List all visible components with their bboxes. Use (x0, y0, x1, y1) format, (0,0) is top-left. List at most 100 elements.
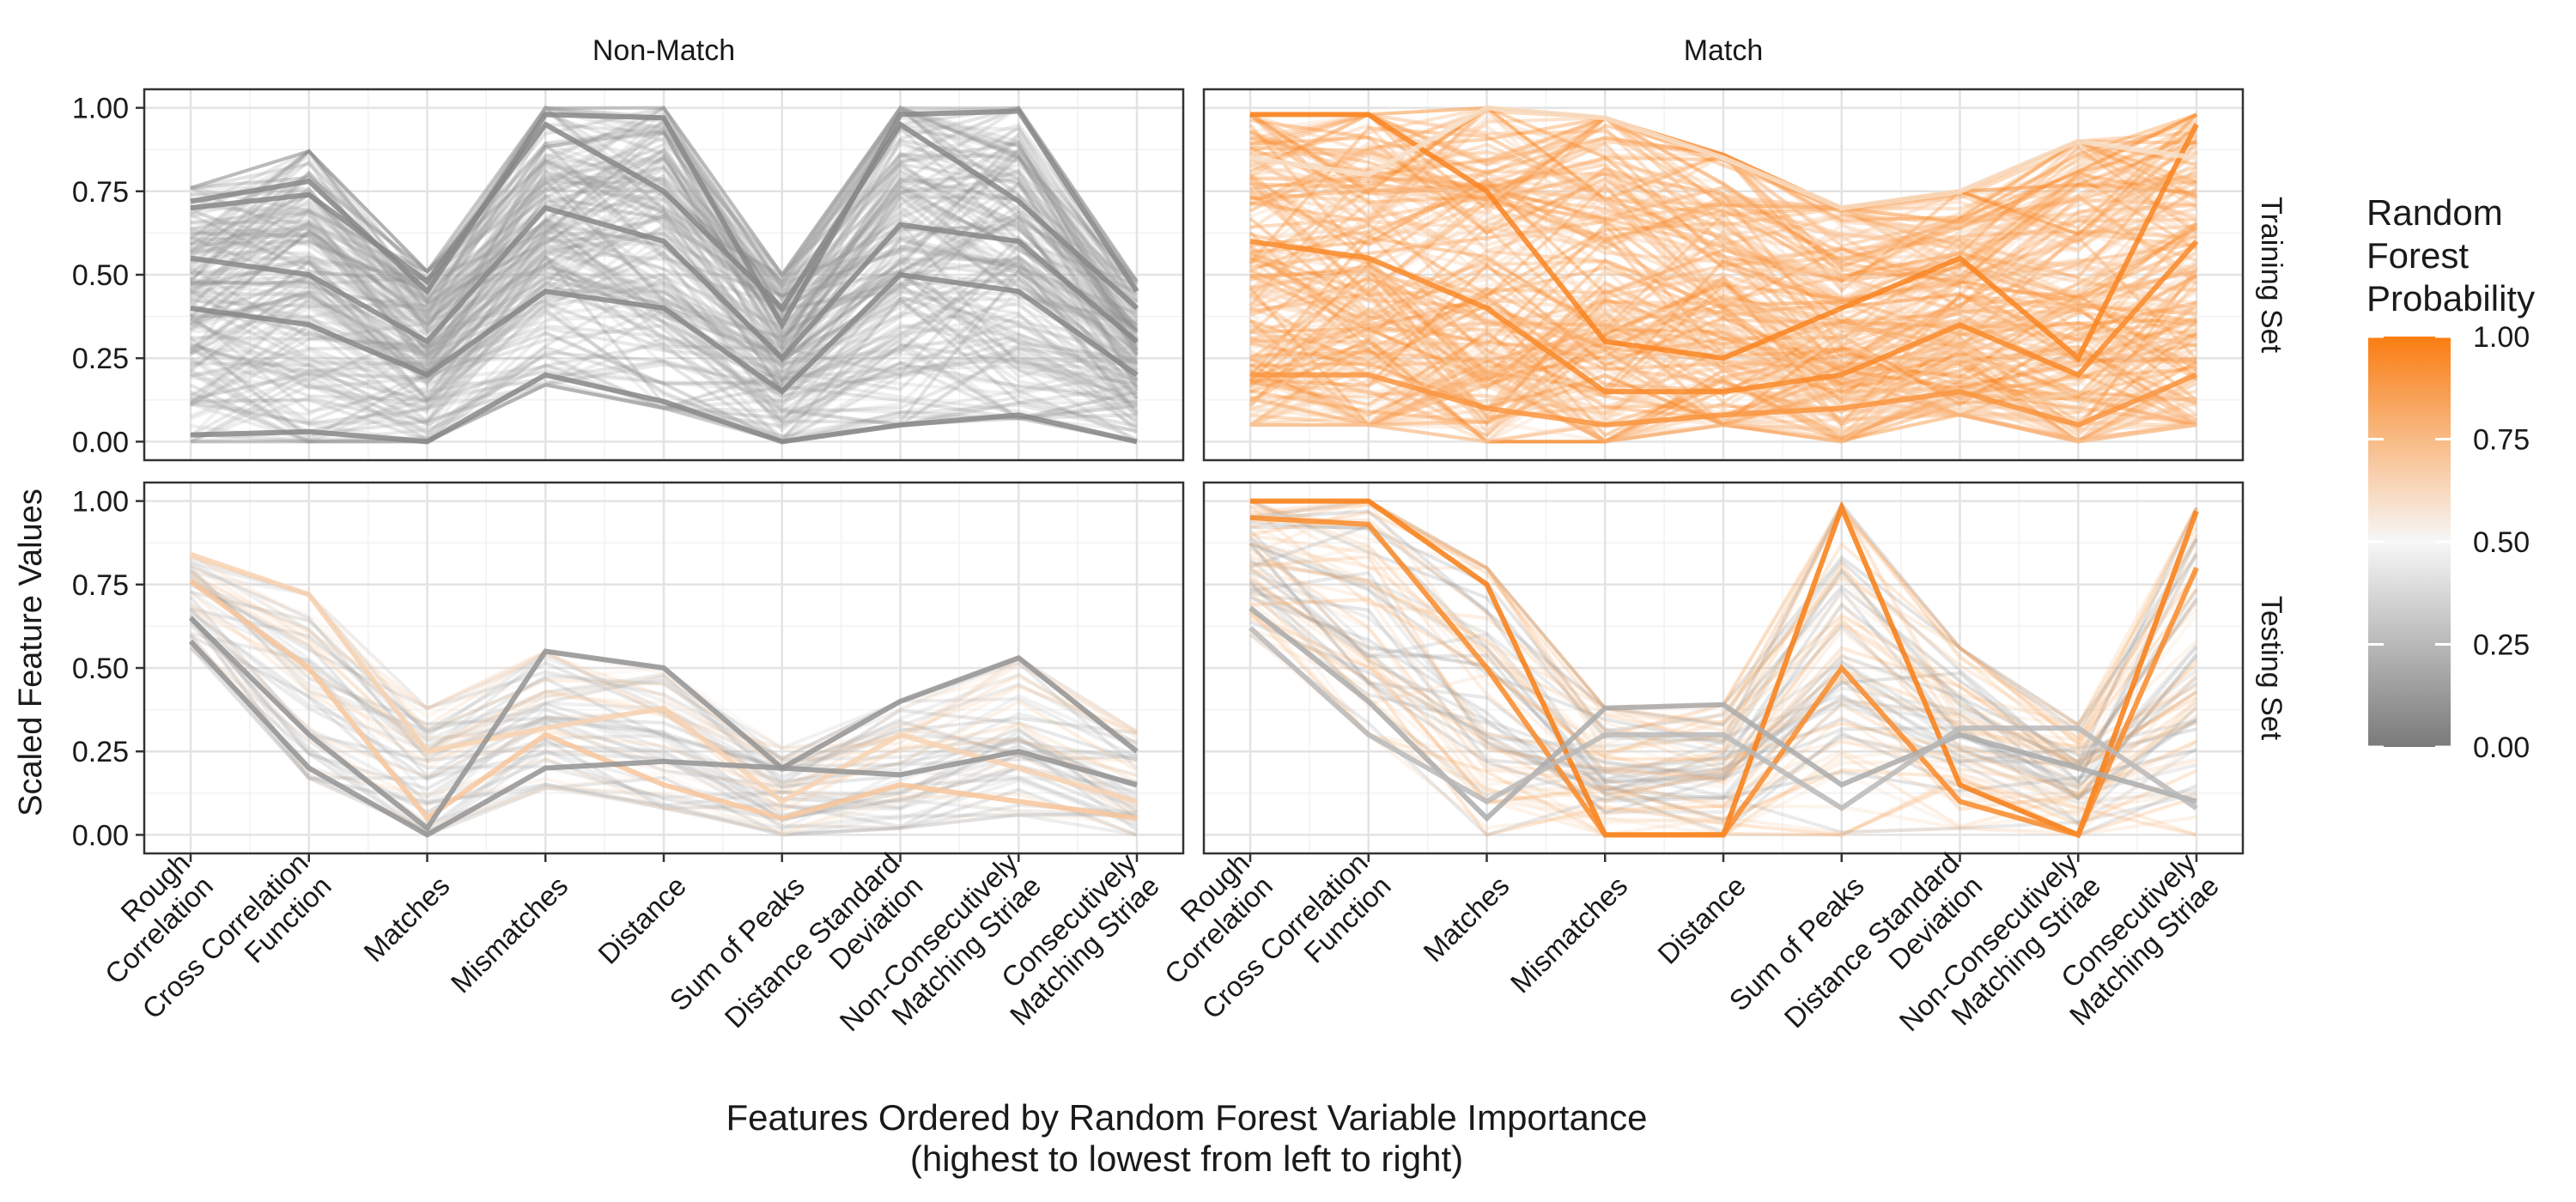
series-line (190, 322, 1138, 423)
series-line (189, 596, 1138, 821)
series-line (1249, 523, 2198, 767)
series-line (1249, 140, 2197, 296)
series-line (1249, 136, 2197, 304)
series-line (189, 272, 1138, 406)
series-line (190, 367, 1138, 444)
color-legend: Random Forest Probability 0.000.250.500.… (2366, 192, 2535, 764)
series-line (190, 555, 1139, 761)
series-line (1249, 319, 2197, 444)
series-line (190, 106, 1139, 310)
series-line (189, 194, 1138, 386)
series-line (1249, 106, 2197, 211)
panel-border (1202, 88, 2245, 462)
series-line (1249, 126, 2198, 288)
series-line (1249, 161, 2197, 297)
series-line (190, 164, 1139, 347)
x-tick-label: Mismatches (1504, 870, 1634, 999)
series-line (190, 166, 1139, 374)
series-line (190, 349, 1139, 444)
series-line (190, 141, 1138, 316)
y-tick-label: 0.50 (72, 259, 129, 292)
series-line (190, 577, 1139, 788)
y-tick-label: 1.00 (72, 486, 129, 519)
series-line (1249, 200, 2197, 330)
series-line (190, 106, 1139, 319)
series-line (1249, 180, 2197, 332)
series-line (1249, 112, 2197, 251)
series-line (190, 289, 1139, 425)
series-line (190, 105, 1139, 325)
series-line (189, 574, 1138, 788)
series-line (189, 647, 1138, 818)
series-line (1249, 596, 2198, 815)
series-line (1249, 525, 2198, 772)
series-line (1249, 172, 2197, 336)
series-line (1249, 251, 2197, 361)
legend-title-line-1: Random (2366, 192, 2503, 233)
series-line (1249, 542, 2198, 792)
series-line (189, 579, 1138, 823)
series-line (1249, 106, 2197, 283)
series-line (190, 355, 1138, 444)
legend-title-line-2: Forest (2366, 235, 2469, 276)
series-line (1249, 149, 2197, 307)
series-line (1249, 221, 2198, 325)
series-line (1249, 276, 2197, 388)
series-line (1249, 227, 2197, 373)
series-line (190, 125, 1138, 327)
series-line (189, 155, 1139, 356)
series-line (190, 141, 1139, 376)
series-line (190, 112, 1139, 332)
series-line (1249, 200, 2197, 300)
legend-tick-label: 0.75 (2473, 424, 2530, 457)
series-line (1249, 249, 2198, 382)
series-line (190, 253, 1138, 426)
series-line (1249, 347, 2197, 444)
series-line (1249, 211, 2197, 361)
x-tick-label: Matches (1417, 870, 1515, 968)
series-line (1250, 106, 2197, 224)
series-line (189, 254, 1138, 443)
series-line (189, 602, 1139, 816)
series-line (190, 606, 1139, 795)
series-line (190, 372, 1138, 445)
y-tick-label: 0.75 (72, 176, 129, 209)
series-line (189, 576, 1139, 793)
series-line (1249, 275, 2197, 398)
series-line (1249, 257, 2197, 404)
series-line (190, 573, 1138, 768)
series-line (190, 121, 1139, 325)
series-line (1249, 258, 2197, 392)
panel-non-match-testing-set (143, 481, 1185, 855)
series-line (190, 276, 1139, 444)
series-line (1250, 348, 2197, 428)
series-line (189, 610, 1138, 836)
series-line (190, 181, 1139, 353)
facet-column-label: Match (1684, 34, 1764, 67)
series-line (190, 309, 1138, 444)
x-axis-title-line-2: (highest to lowest from left to right) (910, 1138, 1463, 1179)
series-line (1249, 628, 2198, 825)
series-line (1249, 187, 2198, 346)
series-line (190, 105, 1139, 332)
series-line (190, 185, 1139, 361)
series-line (1249, 542, 2198, 768)
series-line (190, 214, 1139, 360)
series-line (1249, 302, 2197, 445)
series-line (190, 123, 1139, 319)
series-line (1249, 169, 2198, 309)
series-line (1249, 123, 2197, 301)
series-line (1249, 515, 2199, 838)
series-line (189, 183, 1138, 338)
series-line (190, 106, 1139, 318)
series-line (1249, 306, 2198, 444)
series-line (1250, 112, 2197, 246)
series-line (1249, 546, 2198, 810)
series-line (1249, 628, 2197, 837)
series-line (190, 202, 1138, 367)
series-line (189, 590, 1138, 810)
series-line (190, 180, 1139, 344)
series-line (1249, 506, 2198, 768)
series-line (190, 106, 1138, 287)
series-line (190, 222, 1138, 389)
